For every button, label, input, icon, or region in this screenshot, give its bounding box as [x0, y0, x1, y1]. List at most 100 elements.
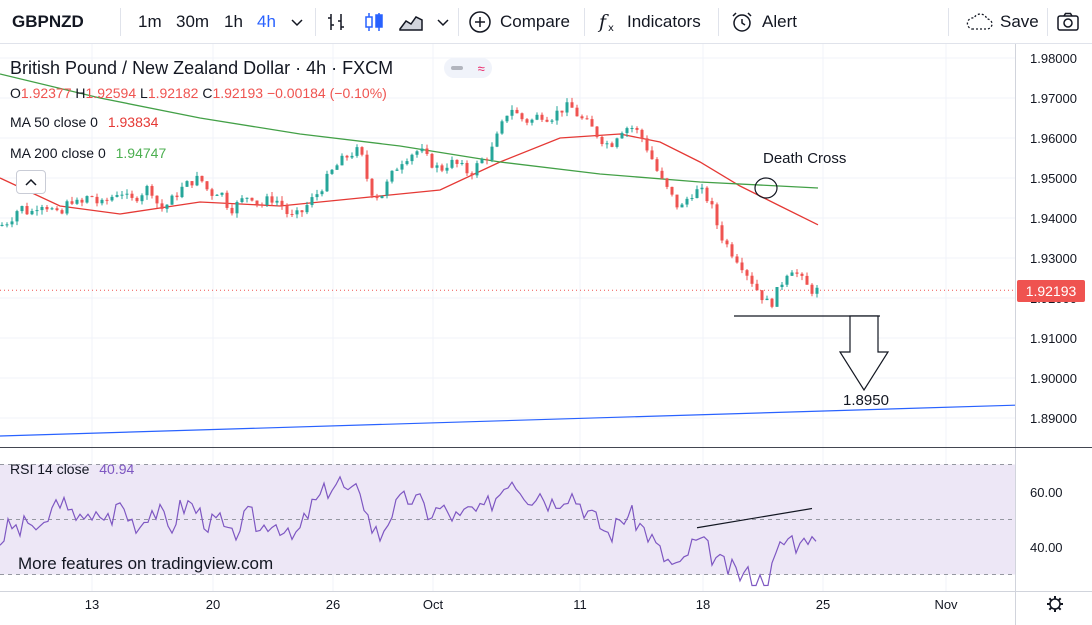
price-tick-label: 1.95000	[1030, 171, 1077, 186]
compare-button[interactable]: Compare	[468, 0, 570, 44]
symbol-search-button[interactable]: GBPNZD	[12, 0, 84, 44]
candle-body	[310, 197, 314, 206]
candles-style-button[interactable]	[362, 0, 386, 44]
candle-body	[730, 244, 734, 257]
compare-label: Compare	[500, 12, 570, 31]
candle-body	[75, 199, 79, 204]
chart-title-text: British Pound / New Zealand Dollar · 4h …	[10, 58, 394, 78]
candle-body	[515, 109, 519, 114]
chevron-down-icon	[291, 19, 303, 27]
candle-body	[35, 210, 39, 212]
interval-dropdown-button[interactable]	[290, 0, 304, 44]
candle-body	[350, 155, 354, 158]
candle-body	[170, 195, 174, 205]
interval-30m-label: 30m	[176, 12, 210, 31]
candle-body	[560, 110, 564, 113]
down-arrow-icon	[838, 315, 890, 392]
candle-body	[685, 198, 689, 205]
blue-trendline	[0, 404, 1016, 437]
candle-body	[390, 170, 394, 182]
candle-body	[795, 272, 799, 274]
candle-body	[380, 195, 384, 199]
candle-body	[5, 224, 9, 226]
ma50-legend[interactable]: MA 50 close 0 1.93834	[10, 114, 158, 130]
candle-body	[305, 205, 309, 213]
legend-badge[interactable]: ≈	[444, 58, 492, 78]
interval-4h-button[interactable]: 4h	[257, 0, 276, 44]
price-tick-label: 1.93000	[1030, 251, 1077, 266]
candle-body	[125, 193, 129, 195]
bar-style-button[interactable]	[326, 0, 348, 44]
candle-body	[245, 197, 249, 199]
candle-body	[460, 162, 464, 164]
candle-body	[355, 147, 359, 156]
candle-body	[750, 275, 754, 284]
candle-body	[565, 102, 569, 113]
candles-layer	[0, 97, 819, 309]
gear-tooth	[1048, 597, 1053, 602]
alert-button[interactable]: Alert	[730, 0, 797, 44]
candle-body	[70, 201, 74, 204]
save-button[interactable]: Save	[964, 0, 1039, 44]
collapse-legend-button[interactable]	[16, 170, 46, 194]
drawings-layer: 1.8950 Death Cross	[734, 150, 890, 409]
time-tick-label: 13	[85, 597, 99, 612]
grid	[0, 44, 1015, 591]
candle-body	[655, 159, 659, 171]
ma50-value: 1.93834	[107, 114, 159, 130]
candle-body	[505, 115, 509, 122]
candle-body	[800, 273, 804, 276]
candle-body	[615, 138, 619, 147]
candle-body	[45, 206, 49, 210]
toolbar-divider	[458, 8, 459, 36]
candle-body	[745, 270, 749, 276]
candle-body	[370, 178, 374, 196]
candle-body	[670, 186, 674, 195]
area-chart-icon	[399, 16, 423, 31]
ma200-legend[interactable]: MA 200 close 0 1.94747	[10, 145, 166, 161]
candle-body	[0, 224, 4, 226]
candle-body	[520, 113, 524, 120]
rsi-band	[0, 464, 1015, 575]
candle-body	[625, 128, 629, 134]
candle-body	[540, 114, 544, 120]
promo-text[interactable]: More features on tradingview.com	[18, 554, 273, 574]
candle-body	[135, 197, 139, 202]
candle-body	[15, 211, 19, 222]
candle-body	[465, 162, 469, 174]
candle-body	[150, 186, 154, 196]
snapshot-button[interactable]	[1056, 0, 1080, 44]
candle-body	[430, 153, 434, 168]
candle-body	[660, 170, 664, 179]
area-style-button[interactable]	[398, 0, 424, 44]
candle-body	[695, 189, 699, 199]
candle-body	[445, 167, 449, 171]
toolbar-divider	[1047, 8, 1048, 36]
death-cross-label: Death Cross	[763, 150, 846, 167]
interval-1h-button[interactable]: 1h	[224, 0, 243, 44]
candle-body	[805, 275, 809, 285]
candle-body	[365, 154, 369, 179]
candle-body	[680, 204, 684, 208]
candle-body	[215, 194, 219, 196]
interval-30m-button[interactable]: 30m	[176, 0, 209, 44]
candle-body	[405, 161, 409, 165]
time-tick-label: 11	[573, 597, 587, 612]
candle-body	[490, 146, 494, 160]
candle-body	[710, 201, 714, 205]
time-tick-label: 26	[326, 597, 340, 612]
candle-body	[130, 193, 134, 198]
settings-gear-icon[interactable]	[1047, 596, 1063, 612]
toolbar-divider	[718, 8, 719, 36]
candle-body	[240, 198, 244, 203]
price-tick-label: 1.89000	[1030, 411, 1077, 426]
candle-body	[790, 272, 794, 276]
toolbar-divider	[120, 8, 121, 36]
interval-1m-button[interactable]: 1m	[138, 0, 162, 44]
rsi-legend[interactable]: RSI 14 close 40.94	[10, 461, 134, 477]
candle-body	[40, 206, 44, 211]
chart-type-dropdown-button[interactable]	[436, 0, 450, 44]
candle-body	[110, 196, 114, 201]
